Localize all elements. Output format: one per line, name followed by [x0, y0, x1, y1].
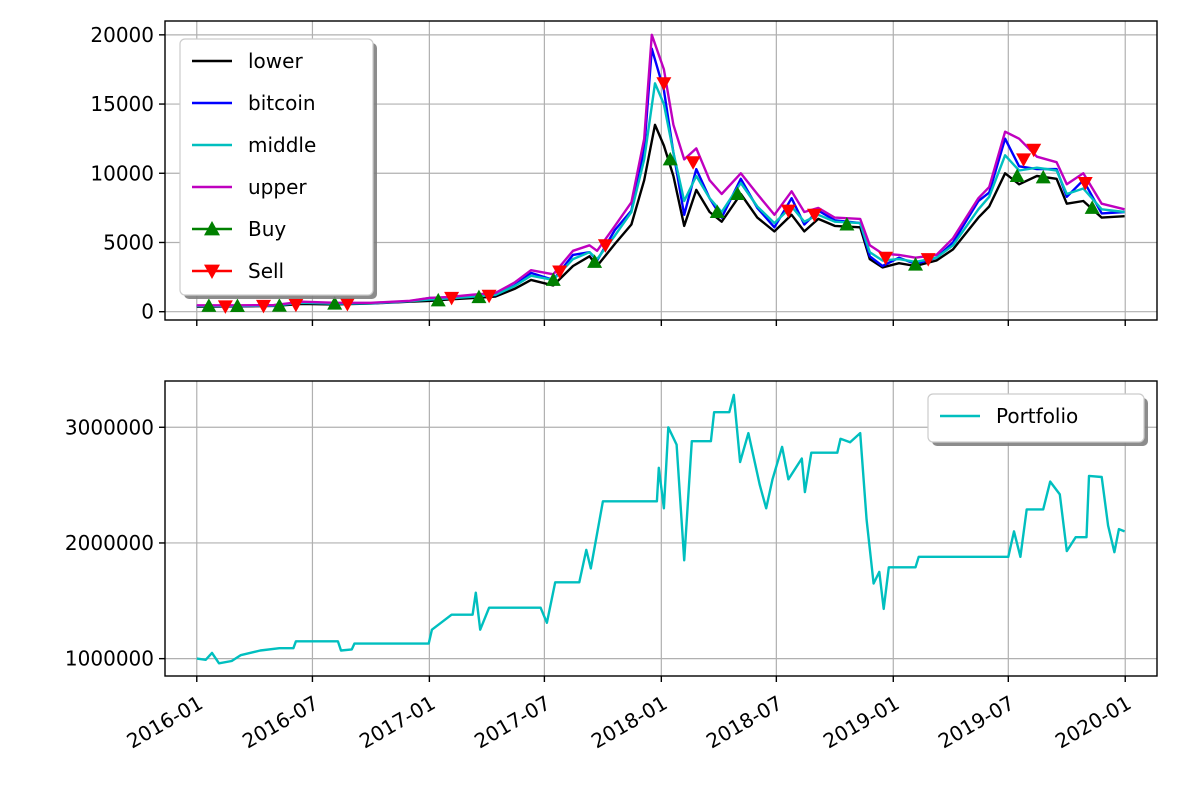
legend-marker-sell: [204, 264, 220, 279]
series-line-portfolio: [196, 393, 1126, 665]
legend-label-buy: Buy: [248, 217, 286, 241]
y-tick-label: 20000: [90, 23, 154, 47]
sell-marker: [217, 300, 233, 314]
bitcoin-price-chart: 0 5000 10000 15000 20000 lower bitcoin middle up…: [90, 20, 1158, 326]
buy-marker: [839, 216, 855, 231]
legend-label-portfolio: Portfolio: [996, 404, 1078, 428]
sell-marker: [288, 298, 304, 313]
legend: Portfolio: [927, 393, 1148, 446]
sell-marker: [685, 156, 701, 170]
sell-marker: [256, 299, 272, 314]
buy-marker: [229, 298, 245, 313]
y-tick-label: 3000000: [65, 415, 154, 439]
legend-label-upper: upper: [248, 175, 307, 199]
buy-marker: [730, 186, 746, 201]
legend-marker-buy: [204, 221, 220, 236]
sell-marker: [481, 289, 497, 304]
sell-marker: [1026, 143, 1042, 158]
plot-area: [196, 33, 1125, 314]
y-tick-label: 0: [141, 300, 154, 324]
sell-marker: [780, 204, 796, 219]
legend-label-bitcoin: bitcoin: [248, 91, 316, 115]
buy-marker: [587, 254, 603, 268]
legend-label-sell: Sell: [248, 259, 284, 283]
buy-marker: [430, 292, 446, 307]
legend-label-middle: middle: [248, 133, 316, 157]
buy-marker: [327, 296, 343, 310]
sell-marker: [444, 291, 460, 306]
sell-marker: [552, 265, 568, 280]
legend-label-lower: lower: [248, 49, 303, 73]
sell-marker: [878, 251, 894, 266]
y-tick-label: 2000000: [65, 531, 154, 555]
plot-area: [196, 393, 1126, 665]
sell-marker: [806, 208, 822, 223]
buy-marker: [545, 272, 561, 286]
buy-marker: [271, 298, 287, 312]
y-tick-label: 10000: [90, 161, 154, 185]
buy-marker: [662, 151, 678, 166]
buy-marker: [471, 289, 487, 304]
buy-marker: [709, 204, 725, 219]
sell-marker: [656, 77, 672, 91]
sell-marker: [1016, 153, 1032, 167]
sell-marker: [1077, 176, 1093, 191]
legend: lower bitcoin middle upper Buy Sell: [179, 38, 377, 299]
buy-marker: [201, 298, 217, 312]
buy-marker: [1009, 168, 1025, 183]
y-tick-label: 15000: [90, 92, 154, 116]
series-line-upper: [196, 33, 1125, 307]
legend-box: [179, 38, 374, 296]
y-tick-label: 1000000: [65, 647, 154, 671]
sell-marker: [597, 239, 613, 253]
buy-marker: [908, 257, 924, 271]
buy-marker: [1084, 200, 1100, 214]
sell-marker: [920, 253, 936, 267]
y-tick-label: 5000: [103, 230, 154, 254]
buy-marker: [1035, 169, 1051, 184]
sell-marker: [339, 297, 355, 312]
legend-box: [927, 393, 1145, 443]
series-line-middle: [196, 82, 1125, 308]
